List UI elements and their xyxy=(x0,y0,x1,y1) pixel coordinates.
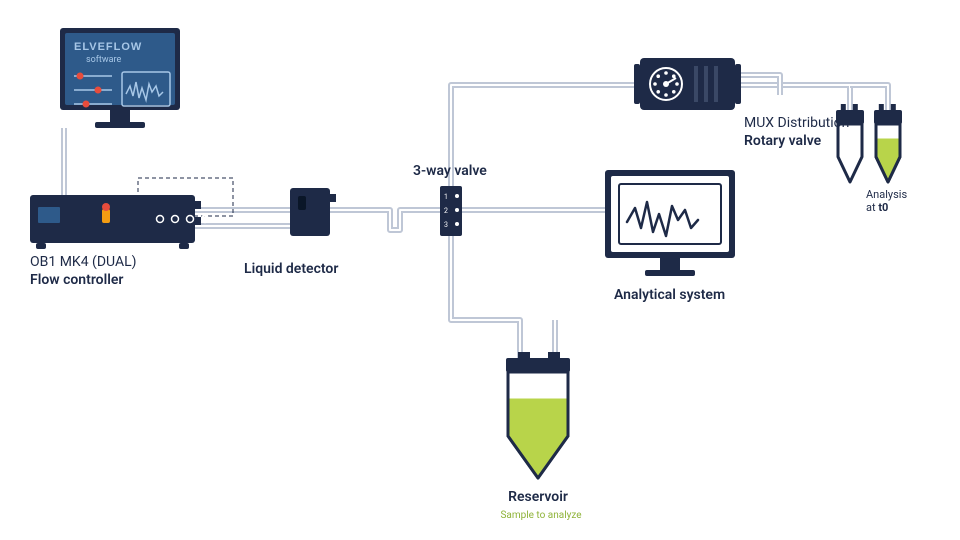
mux-bold: Rotary valve xyxy=(744,133,821,149)
flow-controller-label: OB1 MK4 (DUAL) Flow controller xyxy=(30,253,137,289)
valve3-label: 3-way valve xyxy=(413,162,487,180)
liquid-detector-label: Liquid detector xyxy=(244,260,338,278)
svg-text:1: 1 xyxy=(444,193,448,201)
reservoir-title: Reservoir xyxy=(508,489,568,505)
analytical-label: Analytical system xyxy=(614,286,725,304)
flow-controller-model: OB1 MK4 (DUAL) xyxy=(30,254,137,270)
svg-text:software: software xyxy=(86,55,121,65)
reservoir-sub: Sample to analyze xyxy=(500,510,581,521)
flow-controller-title: Flow controller xyxy=(30,272,123,288)
svg-text:ELVEFLOW: ELVEFLOW xyxy=(74,41,142,53)
valve3-title: 3-way valve xyxy=(413,163,487,179)
liquid-detector-title: Liquid detector xyxy=(244,261,338,277)
analysis-sub: at t0 xyxy=(866,201,888,214)
analysis-top: Analysis xyxy=(866,188,907,201)
analysis-label: Analysis at t0 xyxy=(866,188,907,214)
reservoir-sub-label: Sample to analyze xyxy=(496,510,586,521)
svg-text:2: 2 xyxy=(444,207,448,215)
mux-label: MUX Distribution Rotary valve xyxy=(744,114,849,150)
mux-top: MUX Distribution xyxy=(744,115,849,131)
diagram-canvas: ELVEFLOW software 1 2 3 xyxy=(0,0,960,540)
analytical-title: Analytical system xyxy=(614,287,725,303)
svg-text:3: 3 xyxy=(444,221,448,229)
reservoir-label: Reservoir xyxy=(508,488,568,506)
